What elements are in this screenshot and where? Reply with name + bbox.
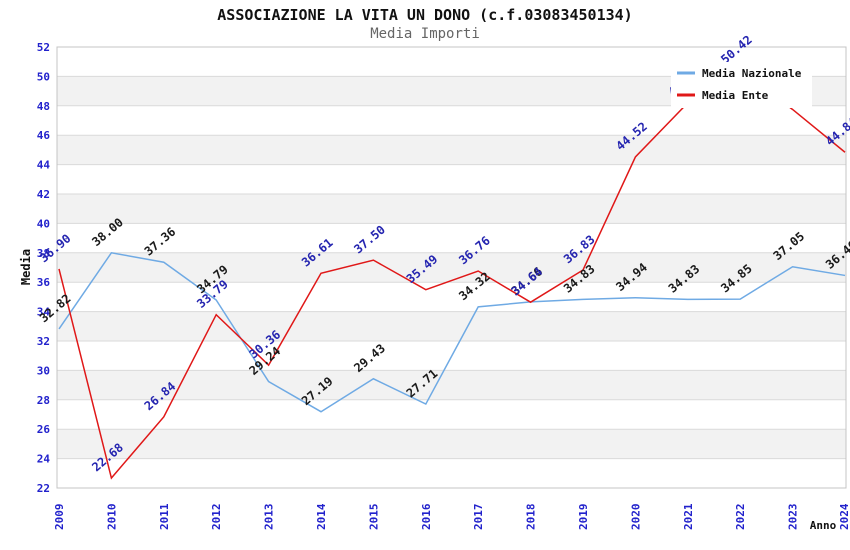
x-tick-label: 2016	[420, 503, 433, 530]
plot-band	[57, 252, 846, 283]
x-tick-label: 2018	[525, 504, 538, 531]
x-tick-label: 2021	[682, 503, 695, 530]
plot-band	[57, 135, 846, 165]
x-tick-label: 2020	[629, 504, 642, 531]
plot-band	[57, 164, 846, 194]
x-tick-label: 2022	[734, 504, 747, 531]
plot-band	[57, 282, 846, 312]
x-tick-label: 2012	[210, 504, 223, 531]
legend-box	[671, 62, 812, 108]
y-axis-title: Media	[19, 249, 33, 285]
chart-subtitle: Media Importi	[370, 26, 480, 42]
x-tick-label: 2011	[158, 503, 171, 530]
plot-band	[57, 223, 846, 253]
plot-band	[57, 458, 846, 488]
plot-band	[57, 311, 846, 341]
x-tick-label: 2010	[105, 504, 118, 531]
plot-band	[57, 194, 846, 224]
legend-label-media-nazionale: Media Nazionale	[702, 67, 802, 80]
y-tick-label: 26	[37, 423, 51, 436]
x-tick-label: 2017	[472, 504, 485, 531]
plot-band	[57, 429, 846, 459]
y-tick-label: 30	[37, 364, 50, 377]
y-tick-label: 52	[37, 41, 50, 54]
y-tick-label: 36	[37, 276, 51, 289]
series-line-media-nazionale	[58, 251, 846, 413]
y-tick-label: 24	[37, 453, 51, 466]
y-tick-label: 42	[37, 188, 50, 201]
y-tick-label: 46	[37, 129, 51, 142]
x-tick-label: 2023	[787, 504, 800, 531]
y-tick-label: 22	[37, 482, 50, 495]
y-tick-label: 38	[37, 247, 50, 260]
y-tick-label: 50	[37, 70, 50, 83]
y-tick-label: 34	[37, 306, 51, 319]
y-tick-label: 48	[37, 100, 50, 113]
legend-label-media-ente: Media Ente	[702, 89, 769, 102]
y-tick-label: 32	[37, 335, 50, 348]
y-tick-label: 40	[37, 217, 50, 230]
plot-border	[56, 46, 847, 489]
chart-title: ASSOCIAZIONE LA VITA UN DONO (c.f.030834…	[217, 6, 633, 24]
y-tick-label: 44	[37, 159, 51, 172]
x-tick-label: 2019	[577, 504, 590, 531]
x-tick-label: 2009	[53, 504, 66, 531]
plot-band	[57, 399, 846, 430]
x-tick-label: 2015	[367, 504, 380, 531]
x-axis-title: Anno	[810, 519, 837, 532]
x-tick-label: 2013	[263, 504, 276, 531]
plot-band	[57, 370, 846, 400]
plot-band	[57, 105, 846, 136]
x-tick-label: 2014	[315, 503, 328, 530]
x-tick-label: 2024	[838, 503, 850, 530]
y-tick-label: 28	[37, 394, 50, 407]
